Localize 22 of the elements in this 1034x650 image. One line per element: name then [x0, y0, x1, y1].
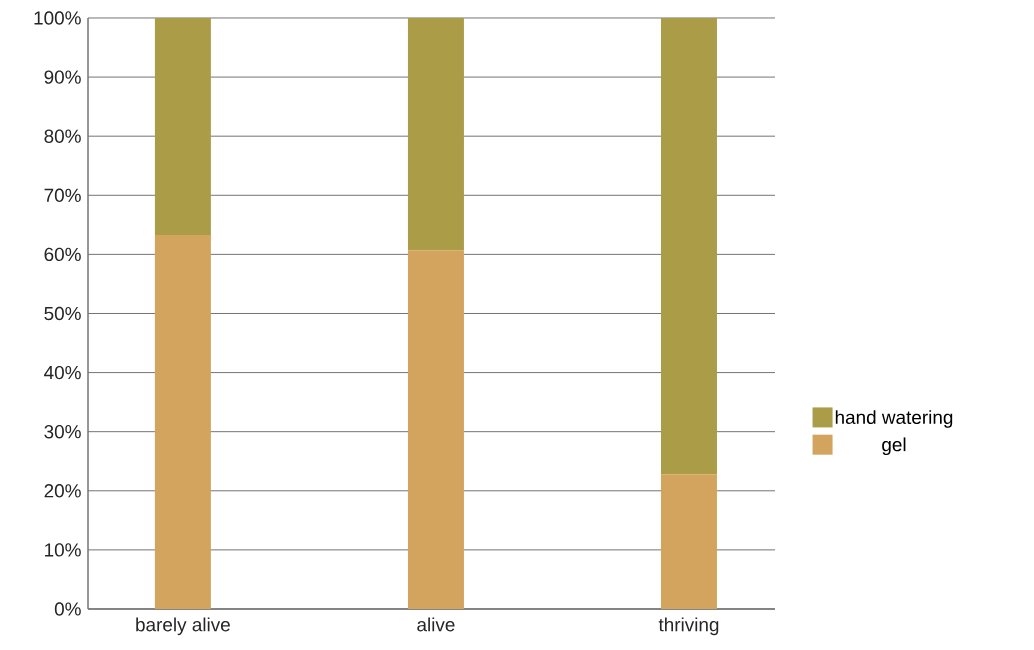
y-tick-label: 50%: [44, 306, 81, 321]
y-tick-label: 90%: [44, 70, 81, 84]
y-tick-label: 80%: [44, 129, 81, 143]
y-tick-label: 60%: [44, 247, 81, 262]
bar: [154, 17, 211, 235]
bar: [407, 250, 464, 609]
bar: [407, 17, 464, 251]
y-tick-label: 70%: [44, 188, 81, 202]
y-tick-label: 0%: [54, 602, 81, 616]
y-tick-label: 30%: [44, 424, 81, 439]
legend-label: hand watering: [835, 410, 953, 428]
y-tick-label: 20%: [44, 484, 81, 498]
x-tick-label: alive: [417, 617, 455, 632]
bar: [154, 234, 211, 609]
bar: [660, 474, 717, 609]
y-tick-label: 40%: [44, 365, 81, 380]
x-tick-label: thriving: [658, 617, 719, 636]
y-tick-label: 10%: [45, 543, 81, 557]
text: gel: [882, 437, 906, 456]
bar: [660, 17, 717, 475]
x-tick-label: barely alive: [136, 617, 230, 636]
y-tick-label: 100%: [34, 11, 81, 25]
